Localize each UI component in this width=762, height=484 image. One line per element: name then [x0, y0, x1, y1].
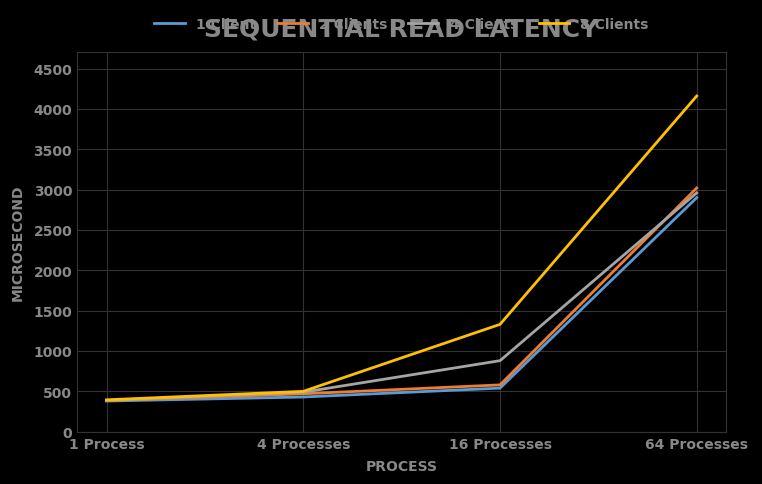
1 Client: [102, 398, 111, 404]
4 Clients: [692, 191, 701, 197]
4 Clients: [102, 398, 111, 404]
4 Clients: [299, 390, 308, 395]
Line: 2 Clients: 2 Clients: [107, 189, 696, 401]
Line: 8 Clients: 8 Clients: [107, 97, 696, 400]
Y-axis label: MICROSECOND: MICROSECOND: [11, 184, 25, 301]
2 Clients: [692, 186, 701, 192]
Title: SEQUENTIAL READ LATENCY: SEQUENTIAL READ LATENCY: [204, 18, 599, 42]
2 Clients: [299, 391, 308, 397]
4 Clients: [495, 358, 504, 364]
8 Clients: [495, 322, 504, 328]
Line: 1 Client: 1 Client: [107, 198, 696, 401]
8 Clients: [299, 389, 308, 394]
2 Clients: [495, 382, 504, 388]
1 Client: [692, 196, 701, 201]
Line: 4 Clients: 4 Clients: [107, 194, 696, 401]
Legend: 1 Client, 2 Clients, 4 Clients, 8 Clients: 1 Client, 2 Clients, 4 Clients, 8 Client…: [148, 11, 656, 39]
2 Clients: [102, 398, 111, 404]
X-axis label: PROCESS: PROCESS: [366, 459, 437, 473]
1 Client: [495, 385, 504, 391]
1 Client: [299, 394, 308, 400]
8 Clients: [102, 397, 111, 403]
8 Clients: [692, 94, 701, 100]
